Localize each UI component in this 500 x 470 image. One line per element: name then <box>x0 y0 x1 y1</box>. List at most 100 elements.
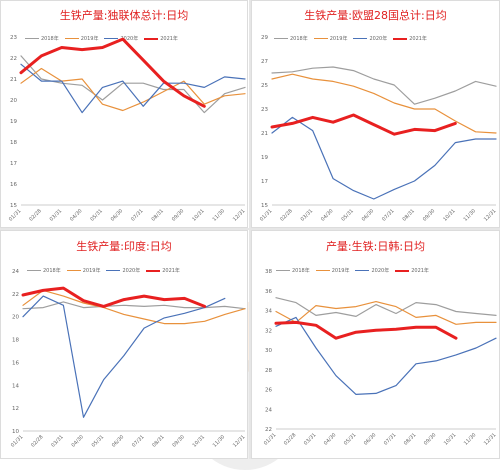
legend-item-2021: 2021年 <box>144 35 178 42</box>
series-line-2018 <box>271 66 497 105</box>
y-tick-label: 17 <box>10 161 17 167</box>
y-tick-label: 34 <box>265 309 272 315</box>
y-tick-label: 21 <box>261 131 268 137</box>
x-tick-label: 04/30 <box>323 432 337 446</box>
chart-legend: 2018年 2019年 2020年 2021年 <box>274 35 427 42</box>
legend-swatch <box>27 270 41 271</box>
x-tick-label: 06/30 <box>363 432 377 446</box>
series-line-2021 <box>270 113 457 136</box>
chart-eu28-daily-pig-iron: 生铁产量:欧盟28国总计:日均 2018年 2019年 2020年 2021年 15 1… <box>251 0 500 228</box>
legend-item-2020: 2020年 <box>353 35 387 42</box>
legend-label: 2018年 <box>290 36 308 42</box>
legend-item-2020: 2020年 <box>106 267 140 274</box>
x-tick-label: 02/28 <box>283 432 297 446</box>
x-tick-label: 03/31 <box>303 432 317 446</box>
y-tick-label: 24 <box>265 407 272 413</box>
y-tick-label: 12 <box>12 406 19 412</box>
legend-item-2018: 2018年 <box>25 35 59 42</box>
y-tick-label: 22 <box>12 292 19 298</box>
x-tick-label: 05/31 <box>340 208 354 222</box>
y-tick-label: 20 <box>10 98 17 104</box>
legend-swatch <box>104 38 119 39</box>
legend-swatch <box>64 38 79 39</box>
legend-swatch <box>66 270 81 271</box>
y-tick-label: 24 <box>12 269 19 275</box>
legend-label: 2021年 <box>409 36 427 42</box>
series-line-2019 <box>22 289 246 325</box>
y-tick-label: 22 <box>10 56 17 62</box>
x-tick-label: 04/30 <box>69 208 83 222</box>
legend-label: 2021年 <box>160 36 178 42</box>
legend-swatch <box>313 38 328 39</box>
y-tick-label: 27 <box>261 59 268 65</box>
x-tick-label: 12/31 <box>483 432 497 446</box>
x-tick-label: 10/31 <box>192 434 206 448</box>
x-tick-label: 02/28 <box>28 208 42 222</box>
legend-swatch <box>353 38 368 39</box>
x-tick-label: 09/30 <box>171 434 185 448</box>
legend-swatch <box>393 37 408 40</box>
legend-item-2021: 2021年 <box>395 267 429 274</box>
x-tick-label: 08/31 <box>402 208 416 222</box>
legend-item-2021: 2021年 <box>146 267 180 274</box>
y-tick-label: 22 <box>265 427 272 433</box>
x-tick-label: 04/30 <box>320 208 334 222</box>
legend-swatch <box>144 37 159 40</box>
x-tick-label: 01/31 <box>8 208 22 222</box>
series-line-2018 <box>22 301 246 310</box>
x-tick-label: 09/30 <box>422 208 436 222</box>
y-tick-label: 10 <box>12 429 19 435</box>
y-tick-label: 29 <box>261 35 268 41</box>
legend-swatch <box>315 270 330 271</box>
series-line-2020 <box>271 116 497 200</box>
y-tick-label: 28 <box>265 368 272 374</box>
chart-plot: 15 17 19 21 23 25 27 29 01/31 02/28 03/31 04/30 05/3… <box>259 35 497 223</box>
legend-label: 2018年 <box>292 268 310 274</box>
y-tick-label: 19 <box>10 119 17 125</box>
legend-item-2019: 2019年 <box>315 267 349 274</box>
x-tick-label: 10/31 <box>191 208 205 222</box>
legend-label: 2020年 <box>371 268 390 274</box>
y-tick-label: 19 <box>261 155 268 161</box>
series-line-2019 <box>20 67 246 112</box>
y-tick-label: 38 <box>265 269 272 275</box>
legend-label: 2020年 <box>369 36 388 42</box>
y-tick-label: 20 <box>12 315 19 321</box>
chart-india-daily-pig-iron: 生铁产量:印度:日均 2018年 2019年 2020年 2021年 10 12 14 16… <box>0 230 248 459</box>
x-tick-label: 07/31 <box>381 208 395 222</box>
chart-title: 产量:生铁:日韩:日均 <box>325 240 426 253</box>
y-tick-label: 30 <box>265 348 272 354</box>
legend-label: 2021年 <box>162 268 180 274</box>
y-tick-label: 25 <box>261 83 268 89</box>
legend-swatch <box>274 38 288 39</box>
series-line-2018 <box>275 297 497 318</box>
x-tick-label: 07/31 <box>131 434 145 448</box>
y-tick-label: 18 <box>12 338 19 344</box>
legend-label: 2019年 <box>329 36 348 42</box>
legend-swatch <box>355 270 370 271</box>
legend-label: 2018年 <box>41 36 59 42</box>
x-tick-label: 05/31 <box>89 208 103 222</box>
legend-swatch <box>106 270 121 271</box>
legend-item-2018: 2018年 <box>276 267 310 274</box>
x-tick-label: 08/31 <box>151 434 165 448</box>
x-tick-label: 01/31 <box>259 208 273 222</box>
y-tick-label: 21 <box>10 77 17 83</box>
legend-item-2019: 2019年 <box>64 35 98 42</box>
x-tick-label: 11/30 <box>463 208 477 222</box>
y-tick-label: 17 <box>261 179 268 185</box>
y-tick-label: 15 <box>261 203 268 209</box>
x-tick-label: 11/30 <box>463 432 477 446</box>
y-tick-label: 14 <box>12 383 19 389</box>
series-line-2021 <box>274 320 458 340</box>
series-line-2020 <box>275 316 497 395</box>
chart-plot: 10 12 14 16 18 20 22 24 01/31 02/28 03/31 04/30 05/3… <box>10 269 246 449</box>
legend-swatch <box>25 38 39 39</box>
x-tick-label: 06/30 <box>110 208 124 222</box>
x-tick-label: 04/30 <box>71 434 85 448</box>
x-tick-label: 09/30 <box>171 208 185 222</box>
legend-label: 2019年 <box>82 268 101 274</box>
chart-japan-korea-daily-pig-iron: 产量:生铁:日韩:日均 2018年 2019年 2020年 2021年 22 24 26 2… <box>251 230 500 459</box>
legend-item-2019: 2019年 <box>313 35 348 42</box>
y-tick-label: 15 <box>10 203 17 209</box>
